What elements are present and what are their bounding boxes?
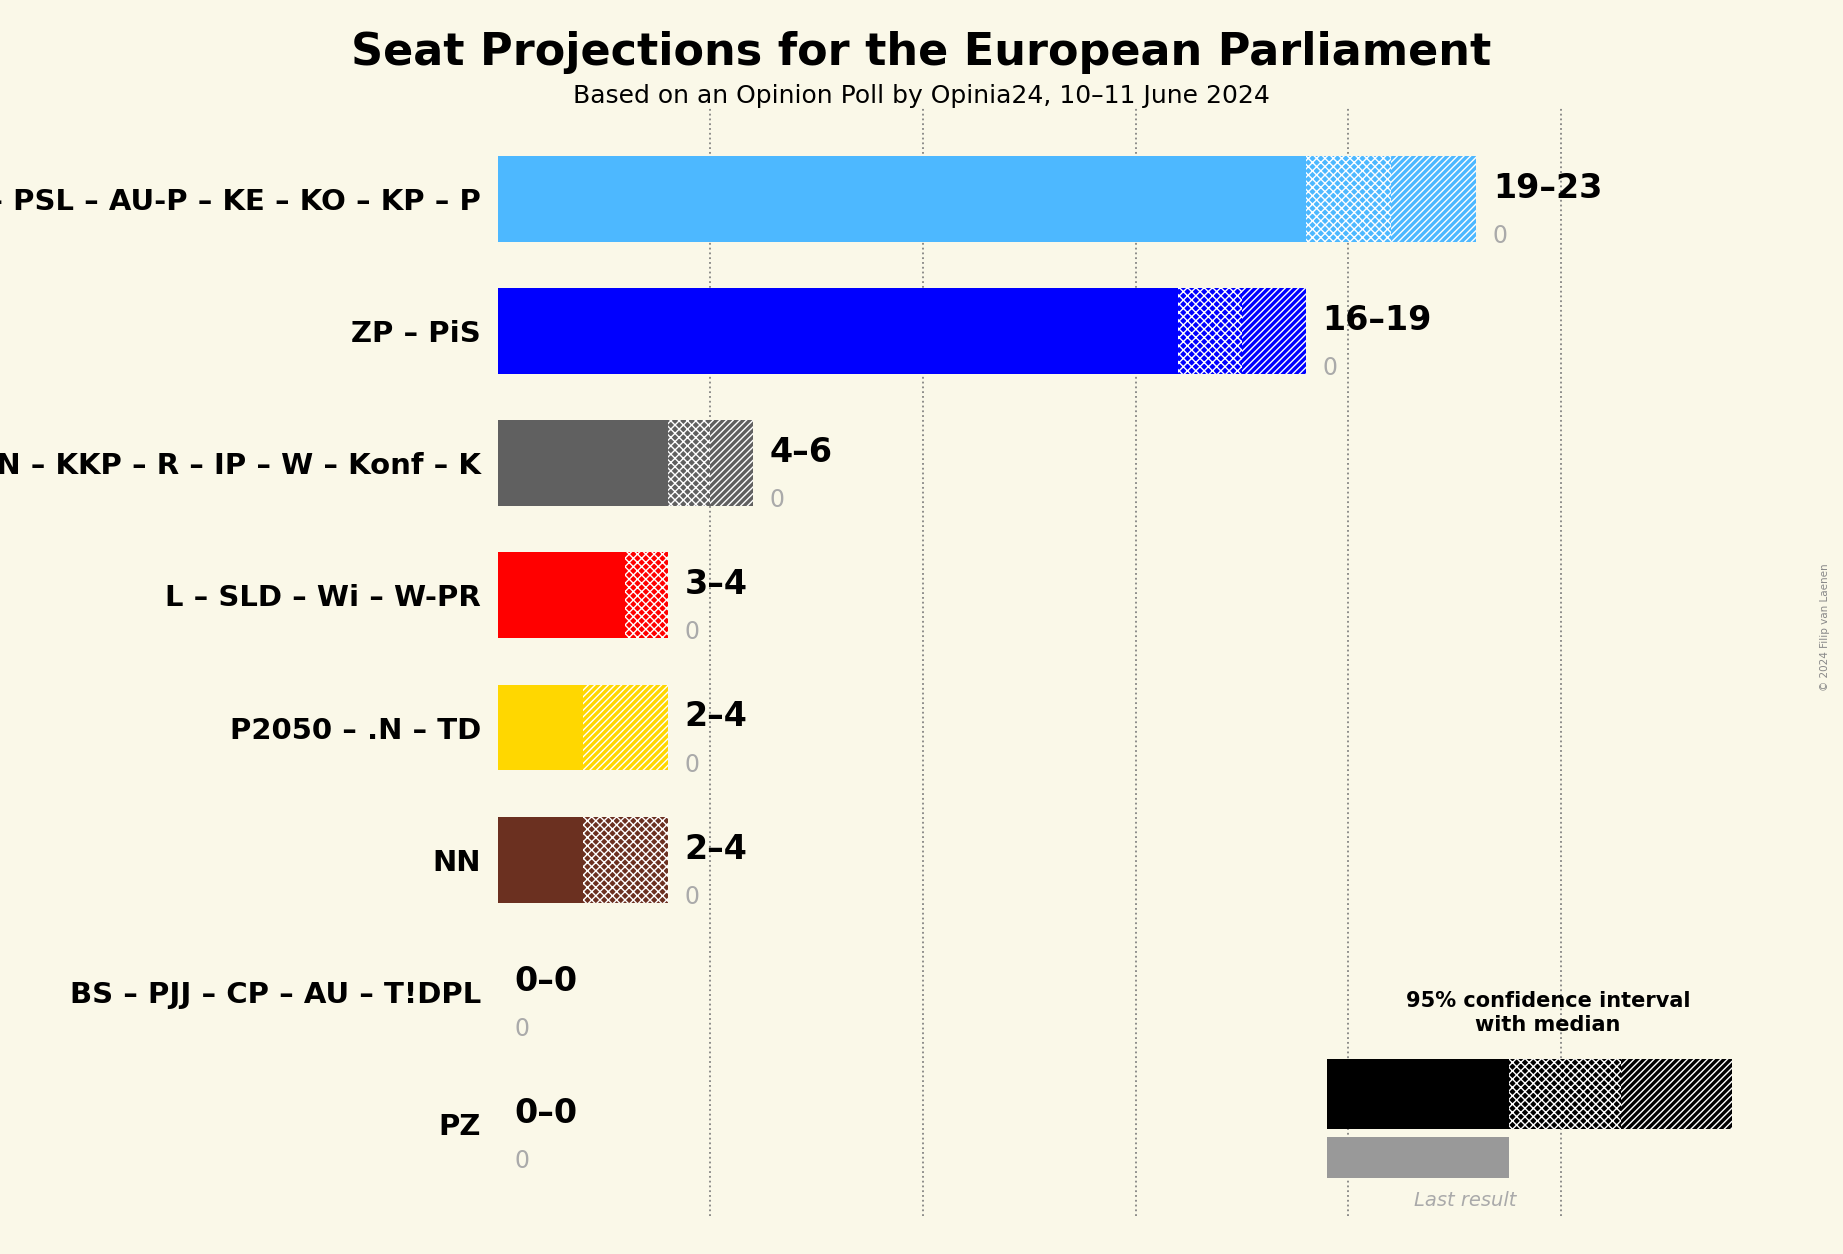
Text: Last result: Last result [1414, 1191, 1517, 1210]
Text: 0–0: 0–0 [514, 1097, 577, 1130]
Text: 3–4: 3–4 [686, 568, 748, 602]
Bar [1509, 1060, 1620, 1129]
Text: 0: 0 [1323, 356, 1338, 380]
Bar [498, 288, 1178, 374]
Text: Based on an Opinion Poll by Opinia24, 10–11 June 2024: Based on an Opinion Poll by Opinia24, 10… [573, 84, 1270, 108]
Text: 0: 0 [514, 1017, 529, 1041]
Text: 0: 0 [686, 884, 700, 909]
Bar [667, 420, 710, 507]
Text: 0: 0 [686, 752, 700, 776]
Text: 0: 0 [686, 621, 700, 645]
Bar [1305, 157, 1391, 242]
Text: 2–4: 2–4 [686, 833, 748, 865]
Bar [1178, 288, 1242, 374]
Bar [1242, 288, 1305, 374]
Bar [498, 157, 1305, 242]
Text: 16–19: 16–19 [1323, 305, 1432, 337]
Bar [710, 420, 752, 507]
Text: 0: 0 [770, 488, 785, 513]
Text: 0–0: 0–0 [514, 964, 577, 998]
Text: 0: 0 [514, 1149, 529, 1172]
Text: 2–4: 2–4 [686, 701, 748, 734]
Bar [1327, 1137, 1509, 1178]
Bar [625, 553, 667, 638]
Bar [498, 685, 582, 770]
Text: 19–23: 19–23 [1493, 172, 1602, 204]
Bar [498, 420, 667, 507]
Bar [1622, 1060, 1732, 1129]
Bar [498, 553, 625, 638]
Bar [582, 816, 667, 903]
Text: 4–6: 4–6 [770, 436, 833, 469]
Bar [582, 685, 667, 770]
Bar [498, 816, 582, 903]
Bar [1327, 1060, 1509, 1129]
Bar [1391, 157, 1476, 242]
Text: © 2024 Filip van Laenen: © 2024 Filip van Laenen [1821, 563, 1830, 691]
Text: 0: 0 [1493, 224, 1508, 248]
Text: 95% confidence interval
with median: 95% confidence interval with median [1406, 992, 1690, 1035]
Text: Seat Projections for the European Parliament: Seat Projections for the European Parlia… [352, 31, 1491, 74]
